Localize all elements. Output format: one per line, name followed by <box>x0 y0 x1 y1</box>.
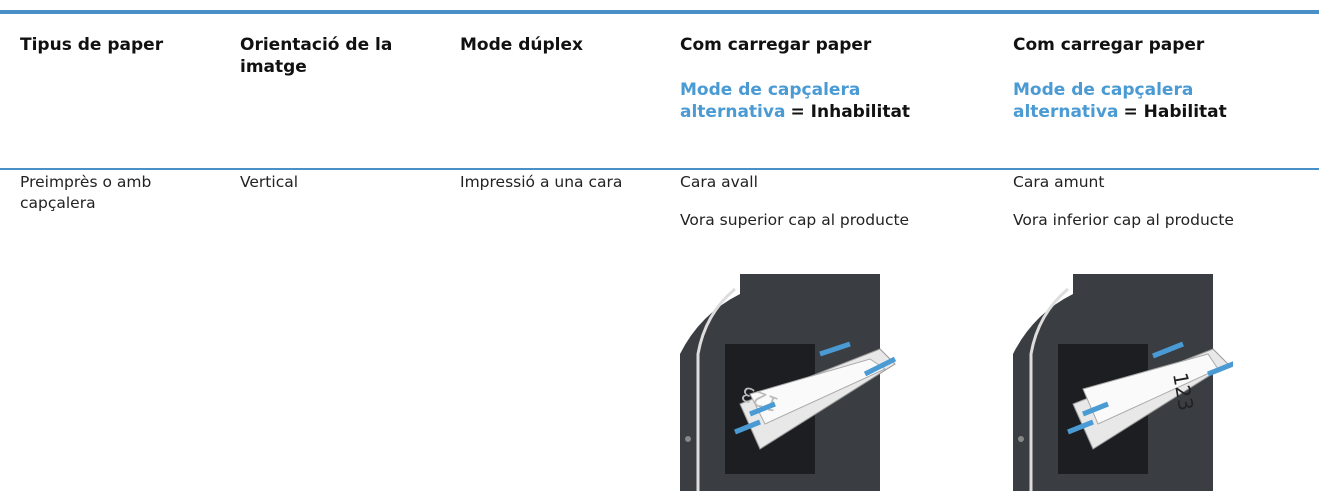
top-rule <box>0 10 1319 14</box>
load-edge: Vora superior cap al producte <box>680 211 910 229</box>
header-cell: Mode dúplex <box>460 35 583 55</box>
header-text: Com carregar paper <box>680 35 872 55</box>
header-cell: Orientació de la imatge <box>240 35 393 77</box>
header-rule <box>0 168 1319 170</box>
printer-illustration: 123 <box>1013 274 1233 491</box>
setting-state: = Inhabilitat <box>790 102 911 122</box>
load-side: Cara amunt <box>1013 173 1105 191</box>
load-edge: Vora inferior cap al producte <box>1013 211 1234 229</box>
load-side: Cara avall <box>680 173 758 191</box>
printer-illustration: 123 <box>680 274 897 491</box>
body-cell: Vertical <box>240 173 299 191</box>
header-text: Com carregar paper <box>1013 35 1205 55</box>
body-cell: Cara amunt Vora inferior cap al producte <box>1013 172 1313 231</box>
setting-name: Mode de capçalera alternativa <box>680 80 861 122</box>
header-setting: Mode de capçalera alternativa = Inhabili… <box>680 79 970 123</box>
body-cell: Cara avall Vora superior cap al producte <box>680 172 1000 231</box>
header-cell: Com carregar paper Mode de capçalera alt… <box>680 34 980 123</box>
header-cell: Com carregar paper Mode de capçalera alt… <box>1013 34 1313 123</box>
setting-state: = Habilitat <box>1123 102 1227 122</box>
header-setting: Mode de capçalera alternativa = Habilita… <box>1013 79 1303 123</box>
body-cell: Impressió a una cara <box>460 173 623 191</box>
header-cell: Tipus de paper <box>20 35 164 55</box>
setting-name: Mode de capçalera alternativa <box>1013 80 1194 122</box>
body-cell: Preimprès o amb capçalera <box>20 173 152 212</box>
